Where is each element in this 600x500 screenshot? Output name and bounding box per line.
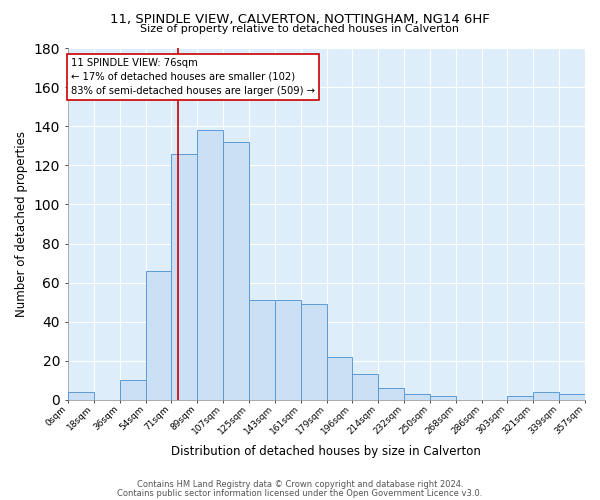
Bar — [327, 357, 352, 400]
Text: 11 SPINDLE VIEW: 76sqm
← 17% of detached houses are smaller (102)
83% of semi-de: 11 SPINDLE VIEW: 76sqm ← 17% of detached… — [71, 58, 314, 96]
Text: Contains HM Land Registry data © Crown copyright and database right 2024.: Contains HM Land Registry data © Crown c… — [137, 480, 463, 489]
Bar — [68, 392, 94, 400]
Text: Contains public sector information licensed under the Open Government Licence v3: Contains public sector information licen… — [118, 488, 482, 498]
Bar — [275, 300, 301, 400]
Y-axis label: Number of detached properties: Number of detached properties — [15, 131, 28, 317]
Bar — [223, 142, 249, 400]
Bar — [378, 388, 404, 400]
Text: Size of property relative to detached houses in Calverton: Size of property relative to detached ho… — [140, 24, 460, 34]
Bar — [404, 394, 430, 400]
Bar — [507, 396, 533, 400]
Text: 11, SPINDLE VIEW, CALVERTON, NOTTINGHAM, NG14 6HF: 11, SPINDLE VIEW, CALVERTON, NOTTINGHAM,… — [110, 12, 490, 26]
Bar — [146, 271, 170, 400]
Bar — [533, 392, 559, 400]
Bar — [301, 304, 327, 400]
Bar — [430, 396, 456, 400]
Bar — [120, 380, 146, 400]
Bar — [249, 300, 275, 400]
Bar — [197, 130, 223, 400]
Bar — [170, 154, 197, 400]
X-axis label: Distribution of detached houses by size in Calverton: Distribution of detached houses by size … — [172, 444, 481, 458]
Bar — [559, 394, 585, 400]
Bar — [352, 374, 378, 400]
